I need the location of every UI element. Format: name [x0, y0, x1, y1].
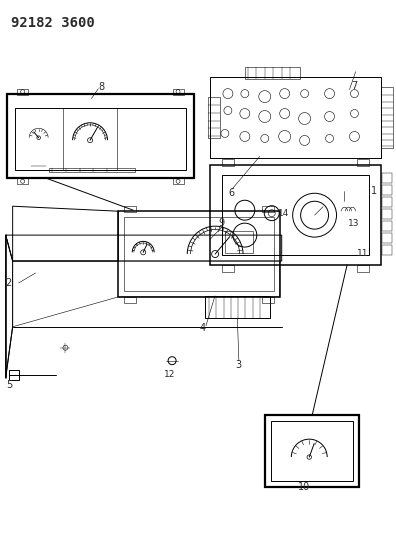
Text: 4: 4 — [200, 323, 206, 333]
Bar — [7, 94, 194, 179]
Text: 92182 3600: 92182 3600 — [11, 16, 94, 30]
Bar — [225, 231, 253, 253]
Bar — [15, 108, 186, 171]
Text: 13: 13 — [347, 219, 359, 228]
Bar — [358, 159, 369, 166]
Bar — [124, 217, 274, 291]
Text: 14: 14 — [278, 209, 289, 217]
Bar — [222, 175, 369, 255]
Bar — [222, 159, 234, 166]
Bar — [262, 206, 274, 212]
Bar — [383, 173, 392, 183]
Bar — [262, 297, 274, 303]
Bar — [210, 165, 381, 265]
Bar — [208, 96, 220, 139]
Bar — [17, 89, 28, 94]
Bar — [245, 67, 300, 79]
Bar — [210, 77, 381, 158]
Text: 2: 2 — [6, 278, 12, 288]
Bar — [173, 179, 184, 184]
Text: 8: 8 — [98, 82, 105, 92]
Bar — [383, 185, 392, 195]
Bar — [118, 211, 280, 297]
Bar — [383, 209, 392, 219]
Bar — [124, 297, 136, 303]
Bar — [358, 265, 369, 272]
Bar — [383, 221, 392, 231]
Bar — [17, 179, 28, 184]
Text: 6: 6 — [228, 188, 234, 198]
Text: 11: 11 — [358, 248, 369, 257]
Bar — [383, 233, 392, 243]
Text: 12: 12 — [164, 370, 175, 379]
Bar — [383, 245, 392, 255]
Bar — [124, 206, 136, 212]
Bar — [271, 422, 354, 481]
Bar — [222, 265, 234, 272]
Bar — [381, 87, 393, 148]
Bar — [173, 89, 184, 94]
Bar — [205, 296, 270, 318]
Text: 3: 3 — [235, 360, 241, 370]
Bar — [383, 197, 392, 207]
Text: 9: 9 — [218, 218, 224, 228]
Text: 10: 10 — [298, 482, 310, 492]
Bar — [265, 416, 360, 487]
Bar — [9, 370, 19, 379]
Text: 1: 1 — [371, 186, 377, 196]
Text: 5: 5 — [7, 379, 13, 390]
Text: 7: 7 — [352, 80, 358, 91]
Bar — [49, 168, 135, 172]
